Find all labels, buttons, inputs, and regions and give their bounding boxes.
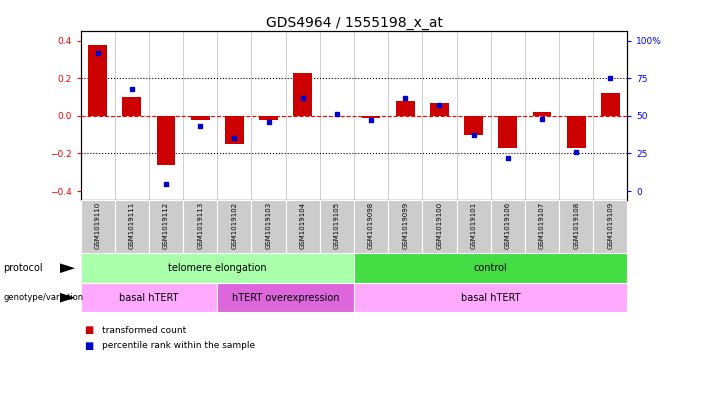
Text: GSM1019099: GSM1019099 (402, 202, 408, 249)
Text: GSM1019109: GSM1019109 (607, 202, 613, 249)
Polygon shape (60, 263, 75, 273)
Text: GSM1019103: GSM1019103 (266, 202, 271, 249)
Bar (191, 116, 210, 120)
Text: GSM1019104: GSM1019104 (300, 202, 306, 249)
Text: GSM1019111: GSM1019111 (129, 202, 135, 249)
Bar (533, 112, 552, 116)
Bar (81, 283, 217, 312)
Text: genotype/variation: genotype/variation (4, 293, 83, 302)
Bar (293, 73, 312, 116)
Bar (593, 200, 627, 253)
Bar (464, 116, 483, 135)
Title: GDS4964 / 1555198_x_at: GDS4964 / 1555198_x_at (266, 17, 442, 30)
Bar (354, 283, 627, 312)
Bar (430, 103, 449, 116)
Bar (225, 116, 244, 144)
Text: percentile rank within the sample: percentile rank within the sample (102, 342, 254, 350)
Text: transformed count: transformed count (102, 326, 186, 334)
Bar (396, 101, 415, 116)
Bar (123, 97, 142, 116)
Bar (388, 200, 422, 253)
Text: basal hTERT: basal hTERT (119, 293, 179, 303)
Text: ■: ■ (84, 325, 93, 335)
Bar (362, 116, 381, 118)
Text: GSM1019102: GSM1019102 (231, 202, 238, 249)
Text: GSM1019101: GSM1019101 (470, 202, 477, 249)
Polygon shape (60, 293, 75, 303)
Bar (88, 44, 107, 116)
Bar (217, 200, 252, 253)
Bar (115, 200, 149, 253)
Text: GSM1019098: GSM1019098 (368, 202, 374, 249)
Text: protocol: protocol (4, 263, 43, 273)
Bar (320, 200, 354, 253)
Bar (559, 200, 593, 253)
Bar (286, 200, 320, 253)
Bar (525, 200, 559, 253)
Bar (498, 116, 517, 148)
Bar (217, 283, 354, 312)
Text: GSM1019110: GSM1019110 (95, 202, 101, 249)
Bar (354, 253, 627, 283)
Bar (354, 200, 388, 253)
Bar (259, 116, 278, 120)
Bar (422, 200, 456, 253)
Bar (601, 94, 620, 116)
Text: GSM1019107: GSM1019107 (539, 202, 545, 249)
Bar (491, 200, 525, 253)
Text: hTERT overexpression: hTERT overexpression (232, 293, 339, 303)
Text: ■: ■ (84, 341, 93, 351)
Text: GSM1019105: GSM1019105 (334, 202, 340, 249)
Text: telomere elongation: telomere elongation (168, 263, 266, 273)
Bar (156, 116, 175, 165)
Text: GSM1019108: GSM1019108 (573, 202, 579, 249)
Bar (183, 200, 217, 253)
Text: GSM1019100: GSM1019100 (437, 202, 442, 249)
Text: control: control (474, 263, 508, 273)
Bar (566, 116, 585, 148)
Bar (149, 200, 183, 253)
Bar (252, 200, 286, 253)
Bar (456, 200, 491, 253)
Text: GSM1019112: GSM1019112 (163, 202, 169, 249)
Bar (81, 200, 115, 253)
Text: GSM1019106: GSM1019106 (505, 202, 511, 249)
Text: basal hTERT: basal hTERT (461, 293, 520, 303)
Bar (81, 253, 354, 283)
Text: GSM1019113: GSM1019113 (197, 202, 203, 249)
